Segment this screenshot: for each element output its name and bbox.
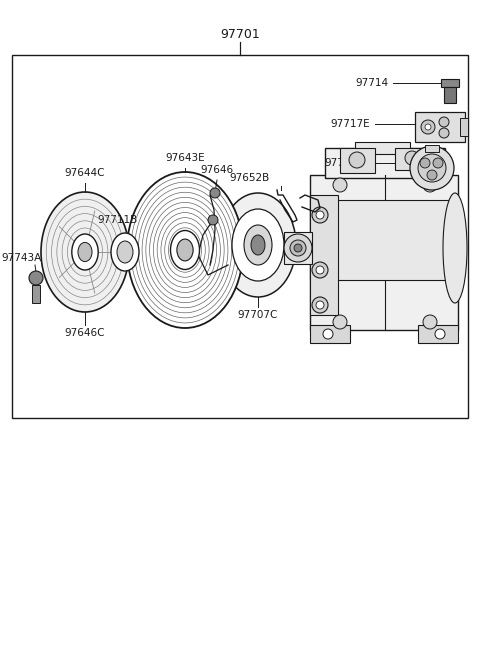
Text: 97717E: 97717E bbox=[330, 119, 370, 129]
Circle shape bbox=[435, 329, 445, 339]
Circle shape bbox=[421, 120, 435, 134]
Ellipse shape bbox=[78, 242, 92, 261]
Ellipse shape bbox=[244, 225, 272, 265]
Circle shape bbox=[405, 151, 419, 165]
Bar bbox=[355, 142, 410, 154]
Circle shape bbox=[312, 297, 328, 313]
Circle shape bbox=[439, 117, 449, 127]
Circle shape bbox=[29, 271, 43, 285]
Bar bbox=[418, 325, 458, 343]
Text: 97644C: 97644C bbox=[65, 168, 105, 178]
Circle shape bbox=[425, 124, 431, 130]
Circle shape bbox=[290, 240, 306, 256]
Ellipse shape bbox=[177, 239, 193, 261]
Ellipse shape bbox=[111, 233, 139, 271]
Circle shape bbox=[433, 158, 443, 168]
Bar bbox=[395, 148, 430, 170]
Bar bbox=[340, 148, 375, 173]
Circle shape bbox=[323, 329, 333, 339]
Bar bbox=[444, 87, 456, 103]
Circle shape bbox=[333, 315, 347, 329]
Text: 97652B: 97652B bbox=[230, 173, 270, 183]
Text: 97707C: 97707C bbox=[238, 310, 278, 320]
Bar bbox=[32, 285, 40, 303]
Ellipse shape bbox=[41, 192, 129, 312]
Text: 97646C: 97646C bbox=[65, 328, 105, 338]
Bar bbox=[325, 148, 445, 178]
Text: 97717F: 97717F bbox=[324, 158, 363, 168]
Circle shape bbox=[427, 170, 437, 180]
Circle shape bbox=[316, 266, 324, 274]
Circle shape bbox=[208, 215, 218, 225]
Ellipse shape bbox=[443, 193, 467, 303]
Bar bbox=[460, 118, 468, 136]
Circle shape bbox=[210, 188, 220, 198]
Text: 97711B: 97711B bbox=[98, 215, 138, 225]
Ellipse shape bbox=[72, 234, 98, 270]
Bar bbox=[310, 175, 458, 330]
Ellipse shape bbox=[127, 172, 243, 328]
Text: 97743A: 97743A bbox=[2, 253, 42, 263]
Bar bbox=[425, 145, 439, 152]
Bar bbox=[310, 195, 338, 315]
Ellipse shape bbox=[170, 231, 200, 269]
Circle shape bbox=[349, 152, 365, 168]
Circle shape bbox=[312, 262, 328, 278]
Circle shape bbox=[294, 244, 302, 252]
Text: 97714: 97714 bbox=[355, 78, 388, 88]
Ellipse shape bbox=[232, 209, 284, 281]
Circle shape bbox=[316, 301, 324, 309]
Circle shape bbox=[420, 158, 430, 168]
Bar bbox=[310, 325, 350, 343]
Text: 97646: 97646 bbox=[201, 165, 234, 175]
Circle shape bbox=[423, 178, 437, 192]
Circle shape bbox=[316, 211, 324, 219]
Circle shape bbox=[423, 315, 437, 329]
Circle shape bbox=[284, 234, 312, 262]
Bar bbox=[310, 200, 458, 280]
Bar bbox=[441, 79, 459, 87]
Circle shape bbox=[410, 146, 454, 190]
Bar bbox=[12, 55, 468, 418]
Circle shape bbox=[312, 207, 328, 223]
Ellipse shape bbox=[220, 193, 296, 297]
Text: 97680C: 97680C bbox=[234, 237, 274, 247]
Text: 97643E: 97643E bbox=[165, 153, 205, 163]
Bar bbox=[284, 232, 312, 264]
Circle shape bbox=[439, 128, 449, 138]
Ellipse shape bbox=[117, 241, 133, 263]
Circle shape bbox=[418, 154, 446, 182]
Bar bbox=[415, 112, 465, 142]
Ellipse shape bbox=[251, 235, 265, 255]
Text: 97701: 97701 bbox=[220, 29, 260, 41]
Circle shape bbox=[333, 178, 347, 192]
